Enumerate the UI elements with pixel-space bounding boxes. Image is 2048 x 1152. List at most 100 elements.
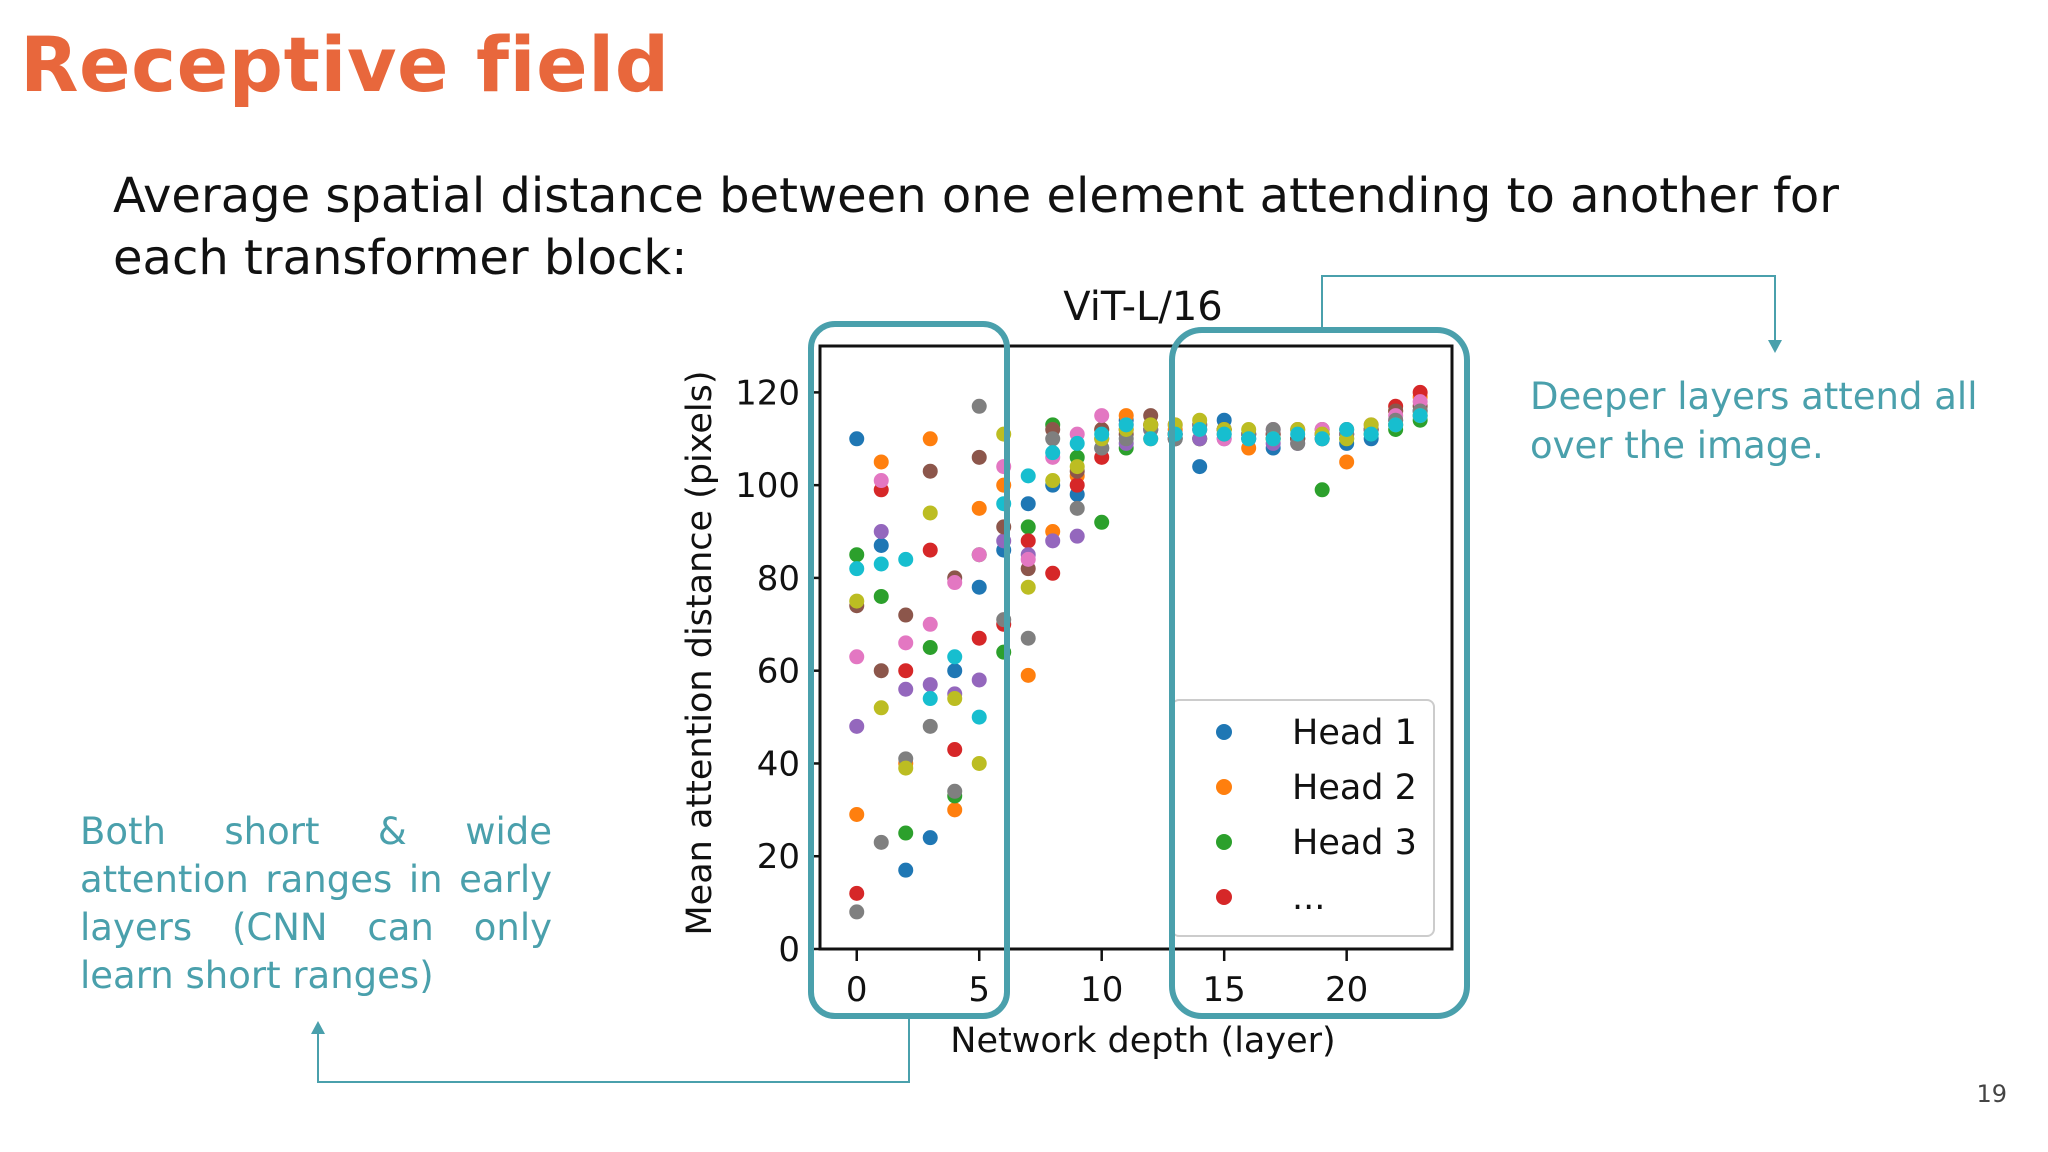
- data-point: [1363, 426, 1379, 442]
- data-point: [971, 755, 987, 771]
- data-point: [971, 398, 987, 414]
- data-point: [971, 449, 987, 465]
- data-point: [1094, 514, 1110, 530]
- y-tick-label: 80: [757, 559, 800, 599]
- y-axis-ticks: 0 20 40 60 80 100 120: [735, 373, 820, 970]
- deeper-layers-annotation: Deeper layers attend all over the image.: [1530, 375, 1978, 467]
- legend-label: Head 1: [1292, 713, 1417, 753]
- data-point: [1143, 417, 1159, 433]
- data-point: [1045, 565, 1061, 581]
- data-point: [849, 885, 865, 901]
- y-tick-label: 0: [778, 930, 800, 970]
- x-tick-label: 10: [1080, 970, 1123, 1010]
- x-axis-label: Network depth (layer): [950, 1021, 1335, 1061]
- data-point: [1069, 500, 1085, 516]
- legend-label: Head 2: [1292, 768, 1417, 808]
- data-point: [922, 505, 938, 521]
- x-tick-label: 0: [846, 970, 868, 1010]
- data-point: [1069, 459, 1085, 475]
- data-point: [873, 588, 889, 604]
- data-point: [971, 709, 987, 725]
- x-tick-label: 20: [1325, 970, 1368, 1010]
- data-point: [922, 691, 938, 707]
- y-axis-label: Mean attention distance (pixels): [680, 370, 720, 935]
- data-point: [971, 672, 987, 688]
- slide-title: Receptive field: [20, 20, 670, 109]
- x-axis-ticks: 0 5 10 15 20: [846, 949, 1368, 1010]
- data-point: [1118, 417, 1134, 433]
- data-points: [849, 384, 1428, 920]
- legend-marker: [1216, 834, 1232, 850]
- data-point: [947, 691, 963, 707]
- connector-left-line: [317, 1018, 910, 1083]
- data-point: [1020, 667, 1036, 683]
- y-tick-label: 120: [735, 373, 800, 413]
- data-point: [1314, 482, 1330, 498]
- data-point: [873, 537, 889, 553]
- legend-label: ...: [1292, 878, 1325, 918]
- data-point: [849, 593, 865, 609]
- legend-marker: [1216, 779, 1232, 795]
- data-point: [947, 649, 963, 665]
- data-point: [922, 830, 938, 846]
- data-point: [1020, 551, 1036, 567]
- data-point: [971, 630, 987, 646]
- connector-left-arrowhead: [311, 1021, 325, 1034]
- slide-subtitle: Average spatial distance between one ele…: [113, 168, 1840, 286]
- data-point: [1143, 431, 1159, 447]
- y-tick-label: 40: [757, 744, 800, 784]
- data-point: [922, 640, 938, 655]
- data-point: [1216, 426, 1232, 442]
- legend-marker: [1216, 889, 1232, 905]
- x-tick-label: 5: [968, 970, 990, 1010]
- data-point: [898, 825, 914, 841]
- data-point: [947, 802, 963, 818]
- data-point: [1192, 421, 1208, 437]
- data-point: [1045, 473, 1061, 489]
- connector-right-arrowhead: [1768, 340, 1782, 353]
- data-point: [849, 431, 865, 447]
- data-point: [873, 524, 889, 540]
- data-point: [1094, 426, 1110, 442]
- chart-title: ViT-L/16: [1063, 284, 1222, 330]
- data-point: [971, 547, 987, 563]
- data-point: [898, 862, 914, 878]
- data-point: [1045, 533, 1061, 549]
- data-point: [971, 500, 987, 516]
- data-point: [922, 463, 938, 479]
- data-point: [898, 760, 914, 776]
- data-point: [1020, 468, 1036, 484]
- data-point: [898, 635, 914, 651]
- data-point: [1094, 408, 1110, 424]
- data-point: [1192, 459, 1208, 475]
- data-point: [1241, 431, 1257, 447]
- data-point: [1020, 496, 1036, 512]
- data-point: [849, 806, 865, 822]
- y-tick-label: 60: [757, 652, 800, 692]
- data-point: [947, 783, 963, 799]
- data-point: [1339, 421, 1355, 437]
- data-point: [922, 542, 938, 558]
- early-layers-highlight: [808, 321, 1010, 1019]
- data-point: [1069, 528, 1085, 544]
- data-point: [1339, 454, 1355, 470]
- data-point: [922, 677, 938, 693]
- legend-marker: [1216, 724, 1232, 740]
- legend-label: Head 3: [1292, 823, 1417, 863]
- data-point: [1388, 417, 1404, 433]
- data-point: [898, 663, 914, 679]
- connector-right: [1321, 275, 1782, 353]
- data-point: [873, 700, 889, 716]
- data-point: [898, 551, 914, 567]
- connector-right-line: [1321, 275, 1776, 342]
- data-point: [922, 718, 938, 734]
- data-point: [849, 649, 865, 665]
- data-point: [1020, 533, 1036, 549]
- data-point: [898, 681, 914, 697]
- data-point: [849, 561, 865, 577]
- data-point: [1045, 431, 1061, 447]
- data-point: [1020, 579, 1036, 595]
- y-tick-label: 100: [735, 466, 800, 506]
- data-point: [873, 473, 889, 489]
